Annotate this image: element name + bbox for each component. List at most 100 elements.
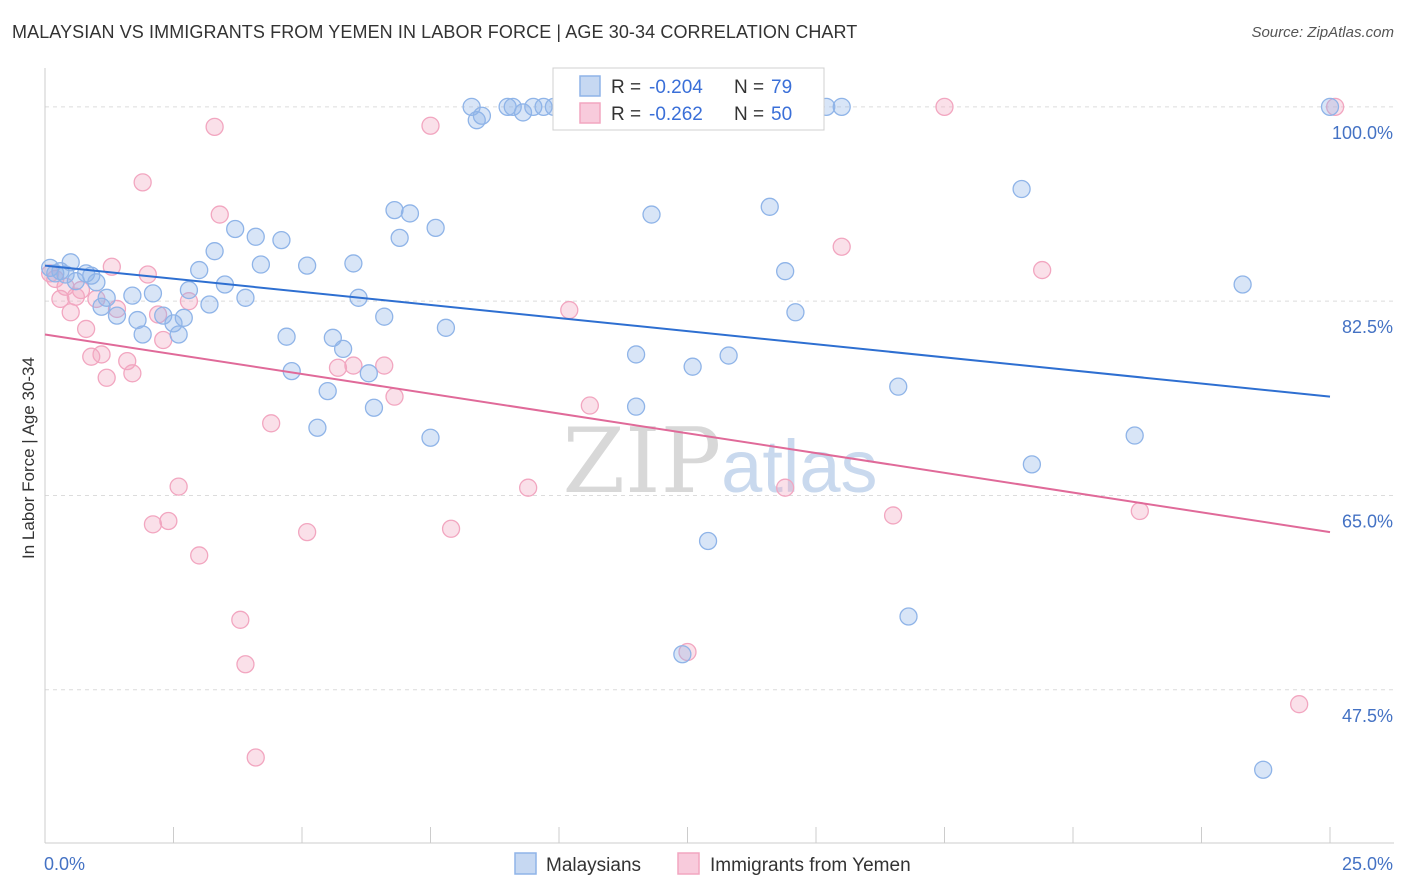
data-point	[776, 262, 795, 281]
data-point	[190, 260, 209, 280]
stats-legend: R = -0.204 N = 79 R = -0.262 N = 50	[552, 67, 825, 131]
legend-r-label-2: R =	[611, 104, 641, 125]
data-point	[107, 306, 127, 325]
data-point	[236, 655, 255, 674]
data-point	[534, 97, 553, 117]
legend-r-label-1: R =	[611, 77, 641, 98]
legend-swatch-yemen	[579, 102, 601, 124]
data-point	[364, 398, 384, 417]
data-point	[246, 748, 265, 767]
data-point	[92, 345, 111, 364]
data-point	[61, 253, 80, 272]
data-point	[308, 418, 327, 437]
x-tick-label: 25.0%	[1342, 854, 1393, 874]
data-point	[154, 330, 173, 350]
data-point	[683, 357, 702, 376]
data-point	[87, 273, 106, 292]
data-point	[441, 519, 461, 538]
data-point	[333, 339, 353, 359]
trend-lines	[44, 264, 1331, 534]
data-point	[421, 428, 440, 447]
data-point	[1320, 97, 1340, 117]
data-point	[328, 358, 348, 377]
data-point	[1325, 97, 1345, 117]
data-point	[97, 288, 116, 307]
data-point	[190, 546, 209, 565]
y-tick-label: 82.5%	[1342, 317, 1393, 337]
data-point	[251, 255, 271, 274]
data-point	[359, 364, 378, 383]
series-malaysians-points	[40, 97, 1340, 779]
data-point	[935, 97, 954, 117]
data-point	[776, 478, 795, 497]
data-point	[832, 237, 851, 256]
data-point	[889, 377, 908, 396]
data-point	[200, 295, 219, 314]
y-tick-label: 100.0%	[1332, 123, 1393, 143]
data-point	[344, 254, 363, 273]
legend-r-value-1: -0.204	[649, 77, 703, 98]
data-point	[472, 106, 492, 125]
data-point	[883, 506, 903, 525]
data-point	[97, 368, 116, 387]
data-point	[174, 308, 193, 327]
data-point	[297, 256, 317, 275]
data-point	[1033, 260, 1052, 280]
series-yemen-points	[40, 97, 1345, 767]
data-point	[786, 303, 805, 322]
data-point	[385, 200, 404, 220]
data-point	[1012, 179, 1031, 199]
trend-line	[44, 333, 1331, 534]
source-label: Source: ZipAtlas.com	[1251, 24, 1394, 41]
data-point	[143, 515, 163, 534]
data-point	[128, 310, 147, 330]
data-point	[133, 325, 152, 344]
data-point	[236, 288, 255, 307]
axes	[44, 68, 1394, 844]
bottom-legend-malaysians: Malaysians	[546, 855, 641, 876]
data-point	[210, 205, 229, 224]
data-point	[642, 205, 661, 224]
data-point	[436, 318, 456, 337]
data-point	[421, 116, 440, 135]
data-point	[560, 300, 579, 320]
y-tick-labels: 100.0% 82.5% 65.0% 47.5%	[1332, 123, 1393, 726]
data-point	[123, 364, 142, 383]
data-point	[400, 204, 420, 223]
legend-n-label-1: N =	[734, 77, 764, 98]
data-point	[760, 197, 779, 216]
data-point	[719, 346, 738, 365]
data-point	[123, 286, 142, 305]
data-point	[205, 117, 224, 136]
data-point	[344, 356, 363, 375]
data-point	[71, 280, 91, 300]
data-point	[385, 387, 404, 406]
data-point	[698, 531, 718, 551]
data-point	[143, 284, 163, 303]
bottom-legend: Malaysians Immigrants from Yemen	[514, 852, 911, 876]
data-point	[524, 97, 543, 117]
legend-n-value-2: 50	[771, 104, 792, 125]
data-point	[899, 607, 918, 626]
data-point	[133, 173, 152, 192]
chart-title: MALAYSIAN VS IMMIGRANTS FROM YEMEN IN LA…	[12, 22, 858, 42]
data-point	[169, 325, 188, 344]
data-point	[61, 303, 80, 322]
bottom-legend-swatch-malaysians	[514, 852, 537, 875]
data-point	[92, 297, 111, 316]
data-point	[1254, 760, 1273, 779]
data-point	[169, 477, 188, 496]
legend-r-value-2: -0.262	[649, 104, 703, 125]
data-point	[179, 280, 199, 300]
data-point	[318, 381, 337, 401]
x-tick-label: 0.0%	[44, 854, 85, 874]
data-point	[102, 257, 121, 276]
data-point	[513, 103, 533, 122]
grid-lines	[45, 106, 1394, 691]
data-point	[226, 219, 245, 239]
y-axis-label: In Labor Force | Age 30-34	[19, 357, 38, 559]
data-point	[519, 478, 538, 497]
data-point	[832, 97, 851, 117]
data-point	[390, 228, 409, 248]
